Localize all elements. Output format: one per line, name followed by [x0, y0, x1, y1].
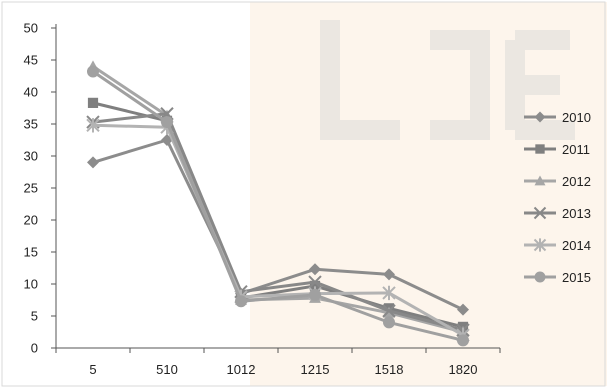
- legend-item-2013: 2013: [524, 206, 591, 221]
- legend-label: 2012: [562, 174, 591, 189]
- legend-item-2012: 2012: [524, 174, 591, 189]
- data-point-2015-5: [87, 65, 99, 78]
- data-point-2013-1518: [382, 304, 396, 318]
- data-point-2010-1820: [457, 303, 469, 316]
- y-tick-label: 15: [24, 245, 38, 260]
- x-tick-label: 1518: [375, 362, 404, 377]
- legend-label: 2013: [562, 206, 591, 221]
- legend-marker: [534, 175, 546, 186]
- legend: 2010 2011 2012 2013 2014 2015: [524, 110, 591, 285]
- legend-label: 2010: [562, 110, 591, 125]
- series-line-2015: [92, 70, 464, 342]
- watermark-logo: [250, 2, 607, 386]
- x-tick-label: 5: [89, 362, 96, 377]
- data-point-2010-1518: [383, 268, 395, 281]
- legend-label: 2011: [562, 142, 590, 157]
- data-point-2015-510: [161, 116, 173, 129]
- series-2015: [87, 65, 469, 347]
- data-point-2014-1518: [382, 285, 396, 301]
- legend-item-2011: 2011: [524, 142, 590, 157]
- series-line-2011: [92, 101, 464, 329]
- x-tick-label: 1820: [449, 362, 478, 377]
- x-tick-label: 1215: [301, 362, 330, 377]
- data-point-2015-1215: [309, 288, 321, 301]
- x-tick-label: 510: [156, 362, 178, 377]
- data-point-2011-5: [87, 97, 99, 108]
- legend-label: 2015: [562, 270, 591, 285]
- legend-marker: [534, 111, 546, 123]
- data-point-2011-1215: [309, 280, 321, 292]
- legend-marker: [534, 271, 546, 283]
- legend-marker: [535, 144, 545, 154]
- y-tick-label: 25: [24, 181, 38, 196]
- y-tick-label: 35: [24, 117, 38, 132]
- y-axis: 0 5 10 15 20 25 30 35 40 45 50: [24, 21, 57, 356]
- series-layer: [86, 60, 470, 347]
- x-axis: 5 510 1012 1215 1518 1820: [55, 347, 501, 377]
- y-tick-label: 50: [24, 21, 38, 36]
- legend-item-2014: 2014: [524, 238, 591, 253]
- data-point-2014-5: [86, 118, 100, 133]
- legend-item-2010: 2010: [524, 110, 591, 125]
- series-line-2010: [92, 138, 464, 311]
- legend-item-2015: 2015: [524, 270, 591, 285]
- data-point-2015-1820: [457, 334, 469, 347]
- data-point-2015-1518: [383, 316, 395, 329]
- y-tick-label: 10: [24, 277, 38, 292]
- legend-marker: [533, 206, 547, 220]
- y-tick-label: 45: [24, 53, 38, 68]
- legend-label: 2014: [562, 238, 591, 253]
- x-tick-label: 1012: [227, 362, 256, 377]
- y-tick-label: 30: [24, 149, 38, 164]
- data-point-2010-5: [87, 156, 99, 169]
- series-line-2014: [92, 123, 464, 337]
- data-point-2015-1012: [235, 295, 247, 308]
- y-tick-label: 20: [24, 213, 38, 228]
- legend-marker: [533, 238, 547, 252]
- data-point-2010-1215: [309, 263, 321, 276]
- data-point-2013-1215: [308, 275, 322, 289]
- y-tick-label: 40: [24, 85, 38, 100]
- y-tick-label: 0: [31, 341, 38, 356]
- y-tick-label: 5: [31, 309, 38, 324]
